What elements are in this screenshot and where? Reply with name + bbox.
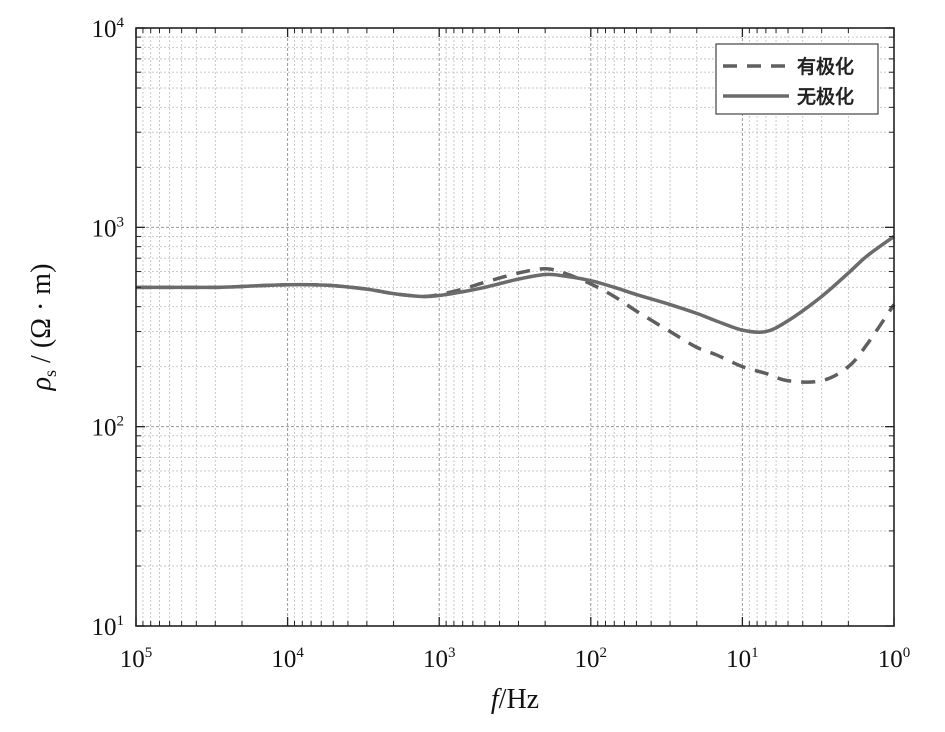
x-tick-base: 10 <box>878 646 903 673</box>
x-tick-labels: 105 104 103 102 101 100 <box>120 645 911 673</box>
y-axis-unit: / (Ω · m) <box>26 264 57 370</box>
x-tick-exponent: 2 <box>600 645 608 661</box>
x-tick-exponent: 1 <box>751 645 759 661</box>
x-tick-base: 10 <box>271 646 296 673</box>
series-line-nonpolarized <box>135 235 896 335</box>
plot-background <box>136 28 894 626</box>
legend-label-nonpolarized: 无极化 <box>797 85 854 108</box>
x-tick-base: 10 <box>726 646 751 673</box>
x-tick-label: 102 <box>575 645 608 673</box>
y-tick-label: 102 <box>92 414 125 442</box>
legend: 有极化 无极化 <box>715 43 879 115</box>
plot-frame <box>135 27 895 627</box>
y-axis-var: ρ <box>26 377 57 391</box>
y-tick-exponent: 2 <box>117 414 125 430</box>
y-tick-base: 10 <box>92 215 117 242</box>
x-tick-label: 100 <box>878 645 911 673</box>
series-layer <box>135 235 896 384</box>
legend-label-polarized: 有极化 <box>797 55 854 78</box>
x-tick-label: 105 <box>120 645 153 673</box>
y-tick-label: 101 <box>92 613 125 641</box>
y-tick-exponent: 1 <box>117 613 125 629</box>
y-tick-base: 10 <box>92 614 117 641</box>
y-tick-label: 104 <box>92 15 125 43</box>
y-tick-base: 10 <box>92 16 117 43</box>
x-tick-label: 104 <box>271 645 304 673</box>
y-axis-title: ρs / (Ω · m) <box>26 264 60 392</box>
x-tick-exponent: 5 <box>145 645 153 661</box>
y-axis-subscript: s <box>40 370 60 377</box>
legend-box <box>715 43 879 115</box>
x-tick-base: 10 <box>120 646 145 673</box>
y-tick-label: 103 <box>92 214 125 242</box>
tick-marks <box>135 27 895 627</box>
x-tick-exponent: 4 <box>296 645 304 661</box>
x-axis-var: f <box>491 684 502 715</box>
y-tick-exponent: 4 <box>117 15 125 31</box>
x-tick-label: 101 <box>726 645 759 673</box>
x-axis-unit: /Hz <box>499 684 539 715</box>
x-tick-exponent: 3 <box>448 645 456 661</box>
x-axis-title: f/Hz <box>491 684 539 715</box>
y-tick-base: 10 <box>92 415 117 442</box>
x-tick-base: 10 <box>423 646 448 673</box>
x-tick-label: 103 <box>423 645 456 673</box>
y-tick-exponent: 3 <box>117 214 125 230</box>
x-tick-exponent: 0 <box>903 645 911 661</box>
x-tick-base: 10 <box>575 646 600 673</box>
